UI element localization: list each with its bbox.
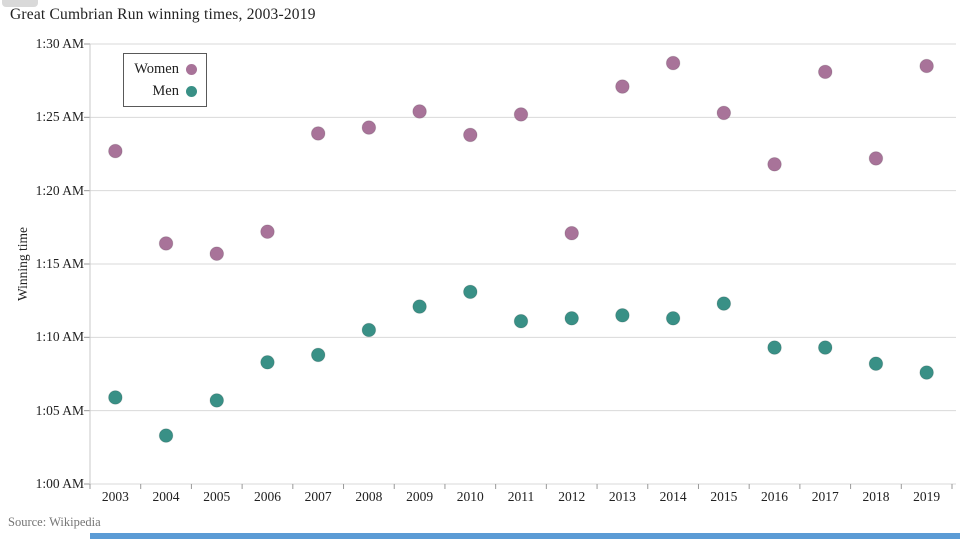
x-tick-label: 2014 xyxy=(659,489,687,504)
data-point-men-2014 xyxy=(665,310,681,326)
data-point-men-2007 xyxy=(310,347,326,363)
data-point-women-2009 xyxy=(412,104,427,119)
x-tick-label: 2018 xyxy=(862,489,890,504)
chart-title: Great Cumbrian Run winning times, 2003-2… xyxy=(10,6,316,23)
x-tick-label: 2016 xyxy=(761,489,789,504)
y-tick-label: 1:05 AM xyxy=(35,402,84,418)
data-point-women-2010 xyxy=(462,127,478,143)
x-tick-label: 2017 xyxy=(811,489,839,504)
data-point-men-2010 xyxy=(462,284,478,300)
data-point-women-2008 xyxy=(361,120,377,135)
y-tick-label: 1:25 AM xyxy=(35,109,84,125)
y-tick-label: 1:30 AM xyxy=(35,36,84,51)
data-point-women-2014 xyxy=(665,55,681,71)
data-point-men-2011 xyxy=(513,313,529,329)
data-point-women-2005 xyxy=(209,246,225,262)
legend-label: Women xyxy=(134,61,179,77)
legend-dot-icon xyxy=(186,63,197,75)
x-tick-label: 2009 xyxy=(406,489,434,504)
x-tick-label: 2012 xyxy=(558,489,586,504)
bottom-taskbar-strip xyxy=(90,533,960,539)
data-point-men-2013 xyxy=(615,308,630,323)
data-point-men-2009 xyxy=(412,299,427,314)
data-point-women-2006 xyxy=(260,224,275,240)
x-tick-label: 2010 xyxy=(456,489,484,504)
x-tick-label: 2011 xyxy=(507,489,535,504)
data-point-men-2008 xyxy=(361,322,377,338)
data-point-women-2012 xyxy=(564,225,580,241)
x-tick-label: 2019 xyxy=(913,489,941,504)
y-tick-label: 1:10 AM xyxy=(35,329,84,345)
data-point-men-2003 xyxy=(108,390,123,405)
x-tick-label: 2008 xyxy=(355,489,383,504)
data-point-women-2017 xyxy=(817,64,833,80)
legend-dot-icon xyxy=(186,85,197,97)
data-point-men-2015 xyxy=(716,296,732,311)
data-point-men-2005 xyxy=(209,393,225,408)
screen-corner-artifact xyxy=(2,0,38,7)
x-tick-label: 2004 xyxy=(152,489,180,504)
legend: Women Men xyxy=(123,53,207,107)
y-tick-label: 1:20 AM xyxy=(35,182,84,198)
data-point-men-2006 xyxy=(260,354,275,370)
legend-label: Men xyxy=(152,83,179,99)
x-tick-label: 2007 xyxy=(304,489,332,504)
data-point-women-2015 xyxy=(716,105,732,121)
x-tick-label: 2015 xyxy=(710,489,738,504)
data-point-women-2003 xyxy=(108,143,123,159)
data-point-men-2016 xyxy=(767,340,782,355)
data-point-women-2019 xyxy=(919,58,934,74)
data-point-women-2004 xyxy=(158,236,174,251)
y-tick-label: 1:00 AM xyxy=(35,476,84,491)
data-point-women-2016 xyxy=(767,156,782,172)
data-point-women-2018 xyxy=(868,151,884,166)
data-point-men-2017 xyxy=(817,340,833,355)
source-note: Source: Wikipedia xyxy=(8,515,101,529)
data-point-men-2019 xyxy=(919,365,934,380)
x-tick-label: 2005 xyxy=(203,489,231,504)
x-tick-label: 2013 xyxy=(608,489,636,504)
x-tick-label: 2006 xyxy=(253,489,281,504)
data-point-men-2018 xyxy=(868,356,884,372)
legend-entry-women: Women xyxy=(128,61,197,77)
data-point-men-2012 xyxy=(564,310,580,326)
legend-entry-men: Men xyxy=(128,83,197,99)
data-point-women-2013 xyxy=(615,79,630,94)
y-tick-label: 1:15 AM xyxy=(35,256,84,271)
data-point-men-2004 xyxy=(158,428,174,443)
data-point-women-2011 xyxy=(513,107,529,122)
x-tick-label: 2003 xyxy=(101,489,129,504)
data-point-women-2007 xyxy=(310,126,326,141)
